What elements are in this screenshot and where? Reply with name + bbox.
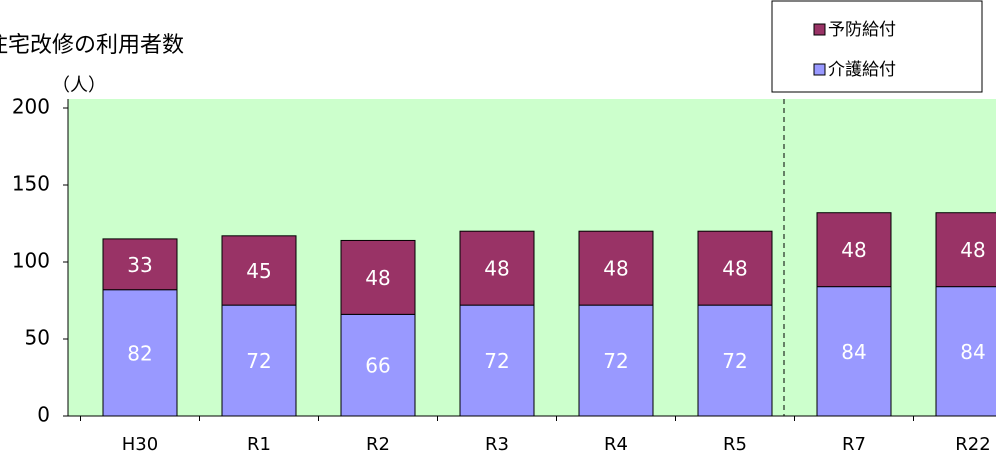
value-label: 84: [960, 340, 985, 364]
bar-segment: [459, 304, 535, 417]
legend-swatch: [813, 63, 826, 76]
y-tick-label: 50: [25, 326, 50, 350]
value-label: 48: [603, 257, 628, 281]
chart-title: 住宅改修の利用者数: [0, 33, 184, 58]
x-tick-label: R22: [955, 434, 990, 455]
value-label: 82: [127, 341, 152, 365]
legend-label: 予防給付: [828, 20, 896, 40]
bar-segment: [459, 230, 535, 306]
value-label: 72: [722, 349, 747, 373]
value-label: 66: [365, 354, 390, 378]
value-label: 48: [960, 238, 985, 262]
x-tick-label: R2: [366, 434, 390, 455]
x-tick-label: R5: [723, 434, 747, 455]
bar-segment: [578, 230, 654, 306]
value-label: 48: [722, 257, 747, 281]
x-tick-label: R7: [842, 434, 866, 455]
value-label: 72: [246, 349, 271, 373]
value-label: 48: [365, 266, 390, 290]
bar-segment: [340, 313, 416, 417]
bar-segment: [697, 230, 773, 306]
legend-swatch: [813, 23, 826, 36]
legend-box: [771, 0, 983, 93]
bar-segment: [935, 286, 996, 417]
bar-segment: [935, 212, 996, 288]
y-tick-label: 100: [12, 249, 50, 273]
x-tick-label: R1: [247, 434, 271, 455]
bar-segment: [697, 304, 773, 417]
value-label: 33: [127, 253, 152, 277]
value-label: 45: [246, 259, 271, 283]
bar-segment: [816, 212, 892, 288]
value-label: 72: [484, 349, 509, 373]
bar-segment: [221, 235, 297, 306]
y-tick-label: 0: [37, 403, 50, 427]
x-tick-label: H30: [122, 434, 158, 455]
value-label: 84: [841, 340, 866, 364]
x-tick-label: R4: [604, 434, 628, 455]
legend-label: 介護給付: [828, 60, 896, 80]
y-axis-label: （人）: [52, 75, 106, 96]
bar-segment: [102, 238, 178, 291]
value-label: 48: [841, 238, 866, 262]
value-label: 48: [484, 257, 509, 281]
bar-segment: [340, 239, 416, 315]
y-tick-label: 150: [12, 172, 50, 196]
x-tick-label: R3: [485, 434, 509, 455]
bar-segment: [578, 304, 654, 417]
y-tick-label: 200: [12, 95, 50, 119]
value-label: 72: [603, 349, 628, 373]
